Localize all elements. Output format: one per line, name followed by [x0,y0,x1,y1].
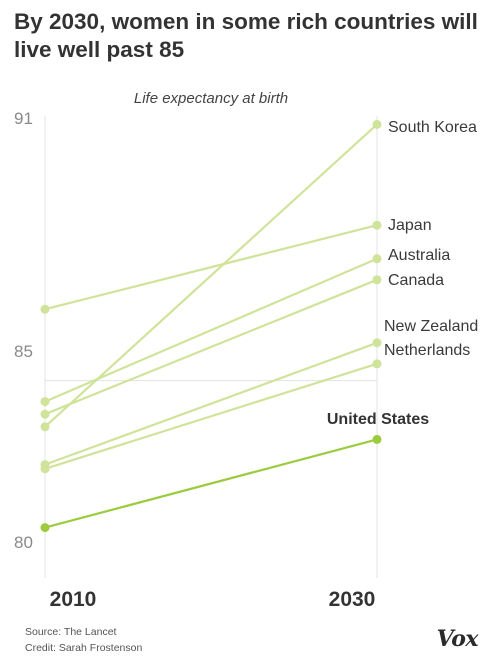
data-point-japan [372,220,382,230]
y-tick-label: 91 [14,109,33,128]
chart-title: By 2030, women in some rich countries wi… [14,9,478,62]
data-point-united-states [40,523,50,533]
series-line-australia [43,257,379,403]
data-point-new-zealand [372,338,382,348]
series-line-united-states [43,438,379,529]
series-label-netherlands: Netherlands [384,342,470,359]
series-line-netherlands [43,362,379,470]
series-points [40,119,382,533]
series-lines [43,123,379,529]
series-label-japan: Japan [388,217,432,234]
series-label-canada: Canada [388,272,444,289]
y-axis: 80 85 91 [14,109,33,552]
y-tick-label: 80 [14,533,33,552]
data-point-south-korea [40,422,50,432]
series-label-south-korea: South Korea [388,119,477,136]
series-line-south-korea [43,123,379,428]
data-point-south-korea [372,119,382,129]
series-line-japan [43,224,379,311]
data-point-netherlands [40,464,50,474]
series-label-australia: Australia [388,247,450,264]
series-labels: South Korea Japan Australia Canada New Zeala… [327,119,478,428]
credits: Source: The Lancet Credit: Sarah Frosten… [25,624,142,656]
chart-subtitle: Life expectancy at birth [134,90,288,107]
x-tick-label: 2010 [50,588,97,611]
data-point-canada [372,275,382,285]
vox-logo[interactable]: Vox [436,626,479,652]
source-text: Source: The Lancet [25,626,117,638]
series-line-new-zealand [43,341,379,466]
data-point-australia [40,397,50,407]
series-line-canada [43,278,379,416]
data-point-canada [40,409,50,419]
data-point-netherlands [372,359,382,369]
data-point-japan [40,304,50,314]
data-point-united-states [372,434,382,444]
x-axis: 2010 2030 [50,588,376,611]
series-label-new-zealand: New Zealand [384,318,478,335]
series-label-united-states: United States [327,411,429,428]
credit-text: Credit: Sarah Frostenson [25,642,143,654]
x-tick-label: 2030 [329,588,376,611]
data-point-australia [372,254,382,264]
y-tick-label: 85 [14,342,33,361]
